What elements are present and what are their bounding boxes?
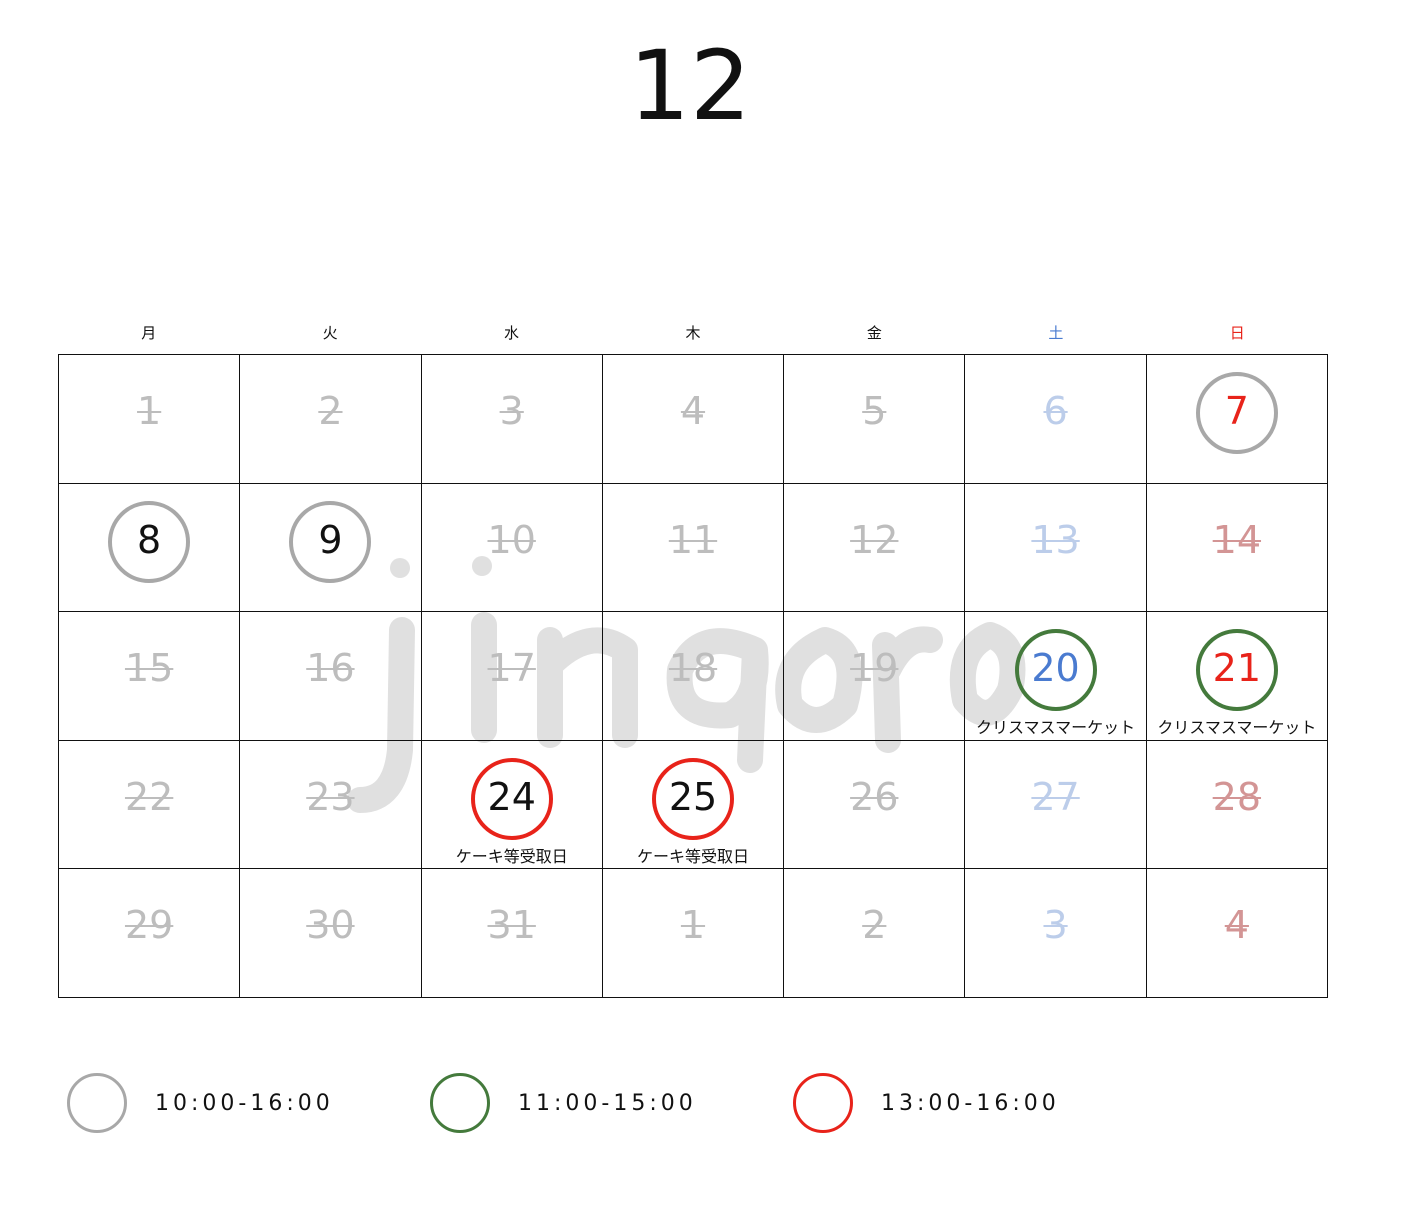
day-cell: 20 クリスマスマーケット xyxy=(965,612,1147,741)
day-note: クリスマスマーケット xyxy=(1157,718,1317,738)
day-number: 19 xyxy=(850,646,899,691)
legend-label: 11:00-15:00 xyxy=(518,1090,697,1116)
day-cell: 2 xyxy=(784,869,966,998)
weekday-label: 火 xyxy=(322,324,338,342)
day-cell: 15 xyxy=(59,612,241,741)
day-number: 20 xyxy=(1031,646,1080,691)
calendar-grid: 1 2 3 4 5 6 7 8 9 10 11 12 13 14 15 16 17 18 19 20 クリスマスマーケッ… xyxy=(58,354,1328,998)
day-number: 21 xyxy=(1212,646,1262,691)
day-cell: 4 xyxy=(602,355,785,484)
day-number: 16 xyxy=(306,646,355,691)
legend-item: 13:00-16:00 xyxy=(793,1073,1156,1133)
day-number: 31 xyxy=(487,903,536,948)
day-cell: 9 xyxy=(240,483,422,613)
weekday-label: 日 xyxy=(1229,324,1245,342)
day-cell: 10 xyxy=(421,483,603,613)
day-cell: 31 xyxy=(421,869,603,998)
weekday-label: 木 xyxy=(685,324,701,342)
day-number: 15 xyxy=(124,646,174,691)
day-cell: 21 クリスマスマーケット xyxy=(1146,612,1328,741)
day-cell: 30 xyxy=(240,869,422,998)
day-number: 1 xyxy=(680,903,706,948)
ring-red-icon xyxy=(793,1073,853,1133)
day-cell: 8 xyxy=(59,483,241,613)
day-number: 1 xyxy=(137,389,162,433)
day-number: 25 xyxy=(668,774,718,819)
day-number: 29 xyxy=(124,903,174,948)
day-cell: 7 xyxy=(1146,355,1328,484)
day-number: 4 xyxy=(680,389,706,433)
ring-red-icon xyxy=(470,757,553,840)
day-number: 14 xyxy=(1212,517,1262,562)
day-number: 2 xyxy=(318,389,343,433)
day-cell: 24 ケーキ等受取日 xyxy=(421,740,603,870)
day-cell: 12 xyxy=(784,483,966,613)
day-cell: 29 xyxy=(59,869,241,998)
day-cell: 2 xyxy=(240,355,422,484)
ring-gray-icon xyxy=(67,1073,127,1133)
day-note: ケーキ等受取日 xyxy=(636,846,749,866)
day-number: 6 xyxy=(1043,389,1068,433)
day-cell: 26 xyxy=(784,740,966,870)
weekday-label: 金 xyxy=(866,324,882,342)
day-number: 10 xyxy=(487,517,536,562)
legend-item: 11:00-15:00 xyxy=(430,1073,793,1133)
month-title: 12 xyxy=(628,30,752,142)
day-number: 22 xyxy=(124,774,174,819)
ring-gray-icon xyxy=(289,500,372,583)
day-cell: 18 xyxy=(602,612,785,741)
day-cell: 4 xyxy=(1146,869,1328,998)
day-number: 30 xyxy=(306,903,355,948)
day-cell: 22 xyxy=(59,740,241,870)
day-cell: 25 ケーキ等受取日 xyxy=(602,740,785,870)
day-cell: 11 xyxy=(602,483,785,613)
day-cell: 28 xyxy=(1146,740,1328,870)
day-cell: 3 xyxy=(965,869,1147,998)
legend-label: 13:00-16:00 xyxy=(881,1090,1060,1116)
ring-gray-icon xyxy=(1195,372,1278,454)
weekday-label: 月 xyxy=(141,324,157,342)
day-cell: 17 xyxy=(421,612,603,741)
day-cell: 1 xyxy=(602,869,785,998)
day-number: 28 xyxy=(1212,774,1262,819)
day-cell: 16 xyxy=(240,612,422,741)
ring-green-icon xyxy=(430,1073,490,1133)
day-number: 5 xyxy=(862,389,887,433)
ring-green-icon xyxy=(1195,629,1278,712)
day-number: 3 xyxy=(1043,903,1068,948)
day-number: 4 xyxy=(1224,903,1249,948)
day-cell: 13 xyxy=(965,483,1147,613)
day-number: 7 xyxy=(1224,389,1249,433)
day-number: 3 xyxy=(499,389,524,433)
day-cell: 14 xyxy=(1146,483,1328,613)
day-cell: 23 xyxy=(240,740,422,870)
weekday-header: 月火水木金土日 xyxy=(58,322,1328,343)
day-number: 13 xyxy=(1031,517,1080,562)
day-note: ケーキ等受取日 xyxy=(455,846,568,866)
day-cell: 19 xyxy=(784,612,966,741)
day-number: 8 xyxy=(137,517,162,562)
day-cell: 5 xyxy=(784,355,966,484)
legend-label: 10:00-16:00 xyxy=(155,1090,334,1116)
day-number: 27 xyxy=(1031,774,1080,819)
day-cell: 1 xyxy=(59,355,241,484)
day-note: クリスマスマーケット xyxy=(976,718,1136,738)
day-cell: 27 xyxy=(965,740,1147,870)
day-number: 18 xyxy=(668,646,718,691)
weekday-label: 土 xyxy=(1048,324,1064,342)
legend: 10:00-16:00 11:00-15:00 13:00-16:00 xyxy=(67,1073,1156,1133)
day-number: 2 xyxy=(862,903,887,948)
day-number: 23 xyxy=(306,774,355,819)
ring-gray-icon xyxy=(108,500,191,583)
weekday-label: 水 xyxy=(504,324,520,342)
day-number: 9 xyxy=(318,517,343,562)
day-number: 26 xyxy=(850,774,899,819)
day-number: 11 xyxy=(668,517,718,562)
legend-item: 10:00-16:00 xyxy=(67,1073,430,1133)
day-number: 24 xyxy=(487,774,536,819)
day-number: 12 xyxy=(850,517,899,562)
day-number: 17 xyxy=(487,646,536,691)
day-cell: 6 xyxy=(965,355,1147,484)
day-cell: 3 xyxy=(421,355,603,484)
